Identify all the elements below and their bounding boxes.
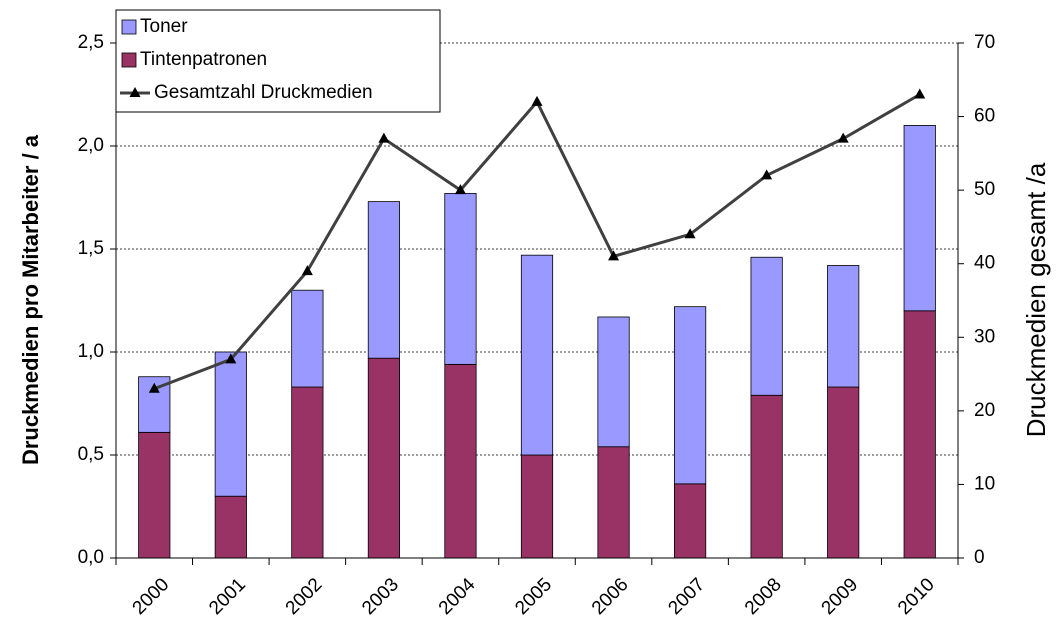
x-tick-label: 2010 [894, 574, 939, 619]
y2-tick-label: 30 [974, 326, 995, 347]
legend-label: Gesamtzahl Druckmedien [154, 82, 373, 103]
line-marker [684, 228, 696, 239]
bar-segment [597, 446, 630, 559]
bar-segment [367, 357, 401, 559]
bar-segment [214, 351, 247, 497]
x-tick-label: 2005 [511, 574, 556, 619]
y2-tick-label: 0 [974, 547, 985, 568]
x-tick-label: 2009 [818, 574, 863, 619]
bar-segment [673, 306, 707, 485]
y2-tick-label: 40 [974, 253, 995, 274]
line-marker [454, 184, 466, 195]
x-tick-label: 2007 [664, 574, 709, 619]
y-tick-label: 1,0 [78, 341, 104, 362]
x-tick-label: 2002 [282, 574, 327, 619]
legend-swatch [121, 19, 137, 35]
line-marker [148, 382, 160, 393]
y-axis-label: Druckmedien pro Mitarbeiter / a [18, 134, 43, 465]
line-marker [378, 132, 390, 143]
bar-segment [827, 386, 860, 559]
bar-segment [827, 265, 860, 388]
y2-tick-label: 70 [974, 32, 995, 53]
y-tick-label: 2,5 [78, 32, 104, 53]
bar-segment [520, 254, 554, 456]
x-tick-label: 2001 [205, 574, 250, 619]
line-marker [914, 88, 926, 99]
bar-segment [750, 394, 783, 559]
x-tick-label: 2000 [129, 574, 174, 619]
bar-segment [444, 363, 477, 559]
bar-segment [291, 289, 324, 388]
y-tick-label: 0,0 [78, 547, 104, 568]
x-tick-label: 2004 [435, 574, 480, 619]
line-marker [225, 353, 237, 364]
y2-tick-label: 60 [974, 106, 995, 127]
legend-swatch [121, 52, 137, 68]
legend-label: Tintenpatronen [140, 49, 267, 70]
bar-segment [750, 256, 783, 396]
y-tick-label: 1,5 [78, 238, 104, 259]
bar-segment [903, 125, 936, 312]
y2-tick-label: 10 [974, 473, 995, 494]
line-marker [837, 132, 849, 143]
y-tick-label: 2,0 [78, 135, 104, 156]
y2-tick-label: 50 [974, 179, 995, 200]
bar-segment [597, 316, 630, 448]
bar-segment [291, 386, 324, 559]
bar-segment [444, 192, 477, 365]
bar-segment [214, 495, 247, 559]
line-marker [761, 169, 773, 180]
line-marker [531, 95, 543, 106]
y2-axis-label: Druckmedien gesamt /a [1021, 162, 1051, 437]
bar-segment [138, 431, 171, 559]
bar-segment [520, 454, 554, 559]
y-tick-label: 0,5 [78, 444, 104, 465]
bar-segment [673, 483, 707, 559]
legend-label: Toner [140, 16, 188, 37]
x-tick-label: 2003 [358, 574, 403, 619]
line-marker [301, 265, 313, 276]
bar-segment [367, 201, 401, 359]
bar-segment [903, 310, 936, 559]
legend-box [115, 9, 441, 113]
x-tick-label: 2008 [741, 574, 786, 619]
x-tick-label: 2006 [588, 574, 633, 619]
line-marker [608, 250, 620, 261]
legend-marker [129, 87, 141, 97]
y2-tick-label: 20 [974, 400, 995, 421]
